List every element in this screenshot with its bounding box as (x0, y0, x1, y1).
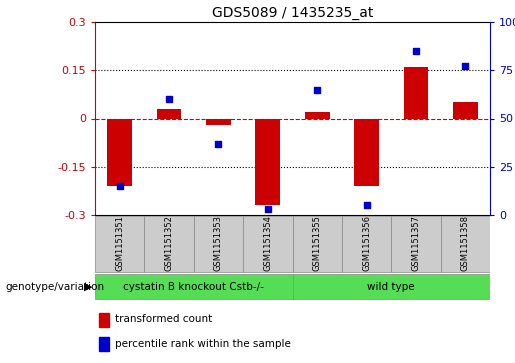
Text: GSM1151356: GSM1151356 (362, 215, 371, 271)
FancyBboxPatch shape (144, 216, 194, 272)
FancyBboxPatch shape (293, 274, 490, 299)
FancyBboxPatch shape (391, 216, 441, 272)
Text: GSM1151355: GSM1151355 (313, 215, 322, 271)
Text: GSM1151354: GSM1151354 (263, 215, 272, 271)
Point (264, 206, 272, 212)
FancyBboxPatch shape (194, 216, 243, 272)
Bar (255, 118, 280, 205)
FancyBboxPatch shape (95, 216, 144, 272)
FancyBboxPatch shape (342, 216, 391, 272)
Point (363, 203, 371, 208)
Text: ▶: ▶ (84, 281, 92, 291)
Point (214, 141, 222, 147)
Text: GSM1151352: GSM1151352 (165, 215, 174, 271)
Text: GSM1151357: GSM1151357 (411, 215, 420, 271)
Point (115, 183, 124, 189)
Text: percentile rank within the sample: percentile rank within the sample (115, 339, 290, 349)
Bar (354, 118, 379, 186)
Text: transformed count: transformed count (115, 314, 212, 325)
Text: GSM1151358: GSM1151358 (461, 215, 470, 271)
FancyBboxPatch shape (293, 216, 342, 272)
Text: GSM1151353: GSM1151353 (214, 215, 223, 271)
Text: GSM1151351: GSM1151351 (115, 215, 124, 271)
Text: cystatin B knockout Cstb-/-: cystatin B knockout Cstb-/- (123, 281, 264, 291)
FancyBboxPatch shape (441, 216, 490, 272)
Text: genotype/variation: genotype/variation (5, 281, 104, 291)
FancyBboxPatch shape (95, 274, 293, 299)
Bar (99, 337, 109, 351)
Point (313, 87, 321, 93)
Title: GDS5089 / 1435235_at: GDS5089 / 1435235_at (212, 5, 373, 20)
Point (165, 96, 173, 102)
Bar (206, 118, 231, 125)
FancyBboxPatch shape (243, 216, 293, 272)
Text: wild type: wild type (367, 281, 415, 291)
Point (461, 64, 470, 69)
Bar (107, 118, 132, 186)
Bar (99, 313, 109, 326)
Bar (305, 112, 330, 118)
Bar (157, 109, 181, 118)
Bar (453, 102, 477, 118)
Bar (404, 67, 428, 118)
Point (412, 48, 420, 54)
